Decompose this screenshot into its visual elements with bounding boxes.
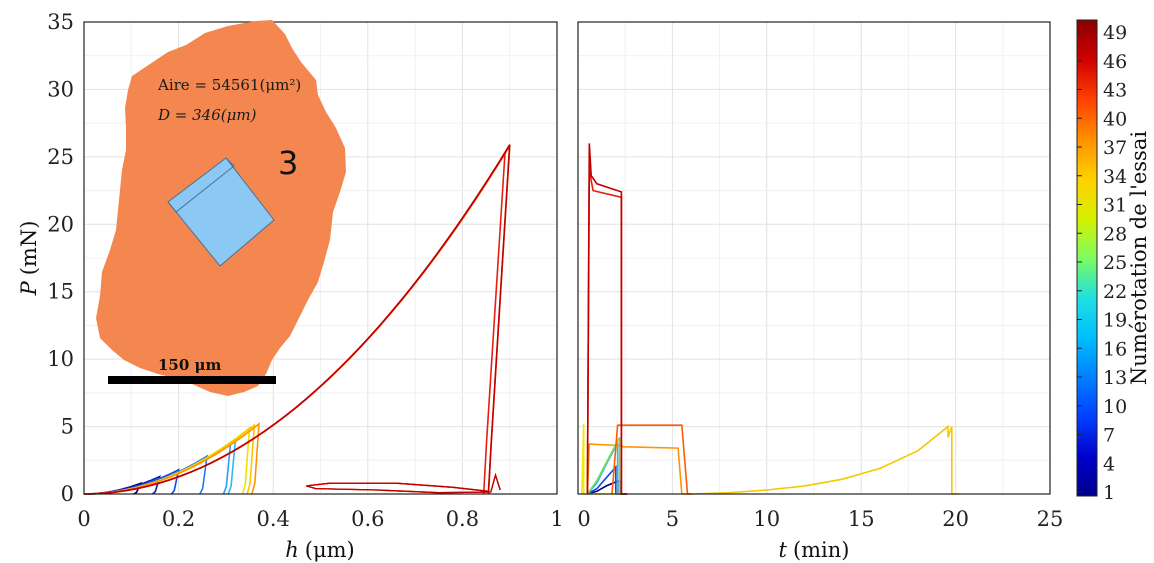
left-y-tick-label: 0 <box>61 482 74 506</box>
colorbar-tick-label: 4 <box>1103 453 1115 475</box>
colorbar-label: Numérotation de l'essai <box>1127 131 1151 385</box>
left-y-tick-label: 20 <box>47 212 74 236</box>
colorbar-tick-label: 31 <box>1103 195 1127 217</box>
left-y-tick-label: 10 <box>47 347 74 371</box>
left-axes-box <box>83 21 558 495</box>
right-axes-box <box>577 21 1051 495</box>
grain-area-text: Aire = 54561(μm²) <box>157 76 301 94</box>
right-panel: 0 5 10 15 20 25 t (min) <box>577 21 1063 562</box>
left-x-tick-label: 0 <box>77 507 90 531</box>
right-x-tick-label: 5 <box>666 507 679 531</box>
colorbar-tick-label: 49 <box>1103 22 1127 44</box>
load-curve-test-49 <box>83 144 511 495</box>
right-x-ticks: 0 5 10 15 20 25 <box>577 507 1063 531</box>
grain-diameter-text: D = 346(μm) <box>157 106 257 124</box>
time-curve-test-34 <box>691 424 960 495</box>
colorbar-tick-label: 1 <box>1103 482 1115 504</box>
right-x-tick-label: 25 <box>1037 507 1064 531</box>
right-x-tick-label: 0 <box>577 507 590 531</box>
colorbar-bar <box>1076 19 1098 497</box>
colorbar-tick-label: 10 <box>1103 396 1127 418</box>
left-panel: 0 0.2 0.4 0.6 0.8 1 0 5 10 15 20 25 30 35 h (μm) P (mN… <box>17 10 564 562</box>
right-x-var: t <box>779 538 788 562</box>
colorbar-tick-label: 40 <box>1103 108 1127 130</box>
indent-square <box>167 157 275 267</box>
colorbar-tick-label: 16 <box>1103 338 1127 360</box>
grain-number-label: 3 <box>278 144 298 182</box>
right-x-tick-label: 20 <box>942 507 969 531</box>
left-y-tick-label: 30 <box>47 77 74 101</box>
left-x-ticks: 0 0.2 0.4 0.6 0.8 1 <box>77 507 563 531</box>
right-x-unit: (min) <box>793 538 850 562</box>
grain-inset: Aire = 54561(μm²) D = 346(μm) 3 150 μm <box>96 20 346 396</box>
scale-bar <box>108 376 276 384</box>
right-x-axis-label: t (min) <box>779 538 850 562</box>
left-x-tick-label: 0.8 <box>446 507 479 531</box>
colorbar: 1 4 7 10 13 16 19 22 25 28 31 34 37 40 43 46 49 Numérota… <box>1076 19 1151 504</box>
left-y-tick-label: 5 <box>61 415 74 439</box>
colorbar-tick-label: 28 <box>1103 223 1127 245</box>
left-y-ticks: 0 5 10 15 20 25 30 35 <box>47 10 74 506</box>
indent-edge <box>167 157 235 213</box>
colorbar-tick-label: 19 <box>1103 310 1127 332</box>
colorbar-tick-label: 34 <box>1103 166 1127 188</box>
left-y-tick-label: 15 <box>47 280 74 304</box>
left-y-tick-label: 35 <box>47 10 74 34</box>
colorbar-ticks: 1 4 7 10 13 16 19 22 25 28 31 34 37 40 43 46 49 <box>1077 22 1127 504</box>
colorbar-tick-label: 43 <box>1103 80 1127 102</box>
left-y-var: P <box>17 280 41 296</box>
left-y-unit: (mN) <box>17 221 41 276</box>
left-x-tick-label: 0.2 <box>162 507 195 531</box>
hysteresis-loop-test-49 <box>306 472 501 494</box>
left-curves <box>83 144 511 495</box>
left-x-unit: (μm) <box>305 538 355 562</box>
colorbar-tick-label: 25 <box>1103 252 1127 274</box>
left-x-var: h <box>285 538 299 562</box>
colorbar-tick-label: 46 <box>1103 51 1127 73</box>
right-x-tick-label: 15 <box>848 507 875 531</box>
colorbar-tick-label: 7 <box>1103 425 1115 447</box>
left-x-tick-label: 0.4 <box>256 507 289 531</box>
right-grid <box>578 22 1050 494</box>
left-x-tick-label: 1 <box>550 507 563 531</box>
right-x-tick-label: 10 <box>753 507 780 531</box>
colorbar-tick-label: 13 <box>1103 367 1127 389</box>
left-x-axis-label: h (μm) <box>285 538 354 562</box>
colorbar-tick-label: 37 <box>1103 137 1127 159</box>
left-x-tick-label: 0.6 <box>351 507 384 531</box>
scale-bar-label: 150 μm <box>158 356 222 374</box>
left-y-axis-label: P (mN) <box>17 221 41 297</box>
left-y-tick-label: 25 <box>47 145 74 169</box>
colorbar-tick-label: 22 <box>1103 281 1127 303</box>
